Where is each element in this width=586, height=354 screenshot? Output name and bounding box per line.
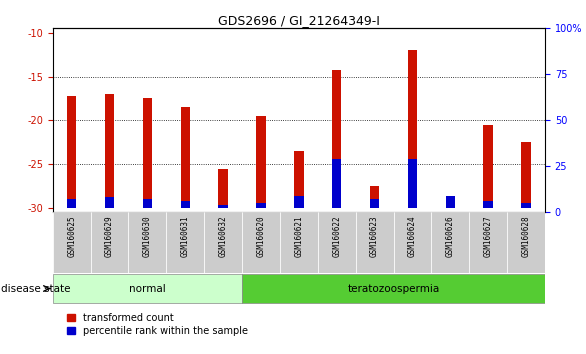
- Bar: [53, 212, 91, 273]
- Bar: [53, 274, 242, 303]
- Bar: [256, 203, 265, 208]
- Text: GSM160621: GSM160621: [294, 215, 304, 257]
- Bar: [370, 186, 379, 208]
- Text: GSM160630: GSM160630: [143, 215, 152, 257]
- Text: GSM160632: GSM160632: [219, 215, 227, 257]
- Bar: [332, 70, 342, 208]
- Bar: [67, 96, 76, 208]
- Bar: [256, 116, 265, 208]
- Bar: [445, 205, 455, 208]
- Text: GSM160629: GSM160629: [105, 215, 114, 257]
- Bar: [507, 212, 545, 273]
- Bar: [408, 159, 417, 208]
- Bar: [356, 212, 394, 273]
- Text: normal: normal: [129, 284, 166, 293]
- Bar: [332, 159, 342, 208]
- Bar: [128, 212, 166, 273]
- Bar: [166, 212, 204, 273]
- Bar: [91, 212, 128, 273]
- Text: GSM160620: GSM160620: [257, 215, 265, 257]
- Bar: [204, 212, 242, 273]
- Bar: [483, 201, 493, 208]
- Text: GSM160624: GSM160624: [408, 215, 417, 257]
- Bar: [469, 212, 507, 273]
- Text: GSM160622: GSM160622: [332, 215, 341, 257]
- Text: GSM160623: GSM160623: [370, 215, 379, 257]
- Bar: [219, 169, 228, 208]
- Text: GSM160627: GSM160627: [483, 215, 493, 257]
- Bar: [522, 142, 531, 208]
- Bar: [242, 212, 280, 273]
- Title: GDS2696 / GI_21264349-I: GDS2696 / GI_21264349-I: [218, 14, 380, 27]
- Text: GSM160626: GSM160626: [446, 215, 455, 257]
- Bar: [431, 212, 469, 273]
- Bar: [522, 203, 531, 208]
- Text: GSM160631: GSM160631: [180, 215, 190, 257]
- Text: disease state: disease state: [1, 284, 70, 293]
- Text: GSM160628: GSM160628: [522, 215, 530, 257]
- Text: GSM160625: GSM160625: [67, 215, 76, 257]
- Bar: [105, 198, 114, 208]
- Bar: [180, 107, 190, 208]
- Bar: [242, 274, 545, 303]
- Bar: [394, 212, 431, 273]
- Bar: [219, 205, 228, 208]
- Legend: transformed count, percentile rank within the sample: transformed count, percentile rank withi…: [67, 313, 248, 336]
- Bar: [294, 151, 304, 208]
- Bar: [370, 199, 379, 208]
- Bar: [483, 125, 493, 208]
- Bar: [280, 212, 318, 273]
- Bar: [105, 94, 114, 208]
- Bar: [294, 196, 304, 208]
- Bar: [67, 199, 76, 208]
- Bar: [142, 98, 152, 208]
- Bar: [408, 50, 417, 208]
- Bar: [180, 201, 190, 208]
- Text: teratozoospermia: teratozoospermia: [347, 284, 440, 293]
- Bar: [142, 199, 152, 208]
- Bar: [445, 196, 455, 208]
- Bar: [318, 212, 356, 273]
